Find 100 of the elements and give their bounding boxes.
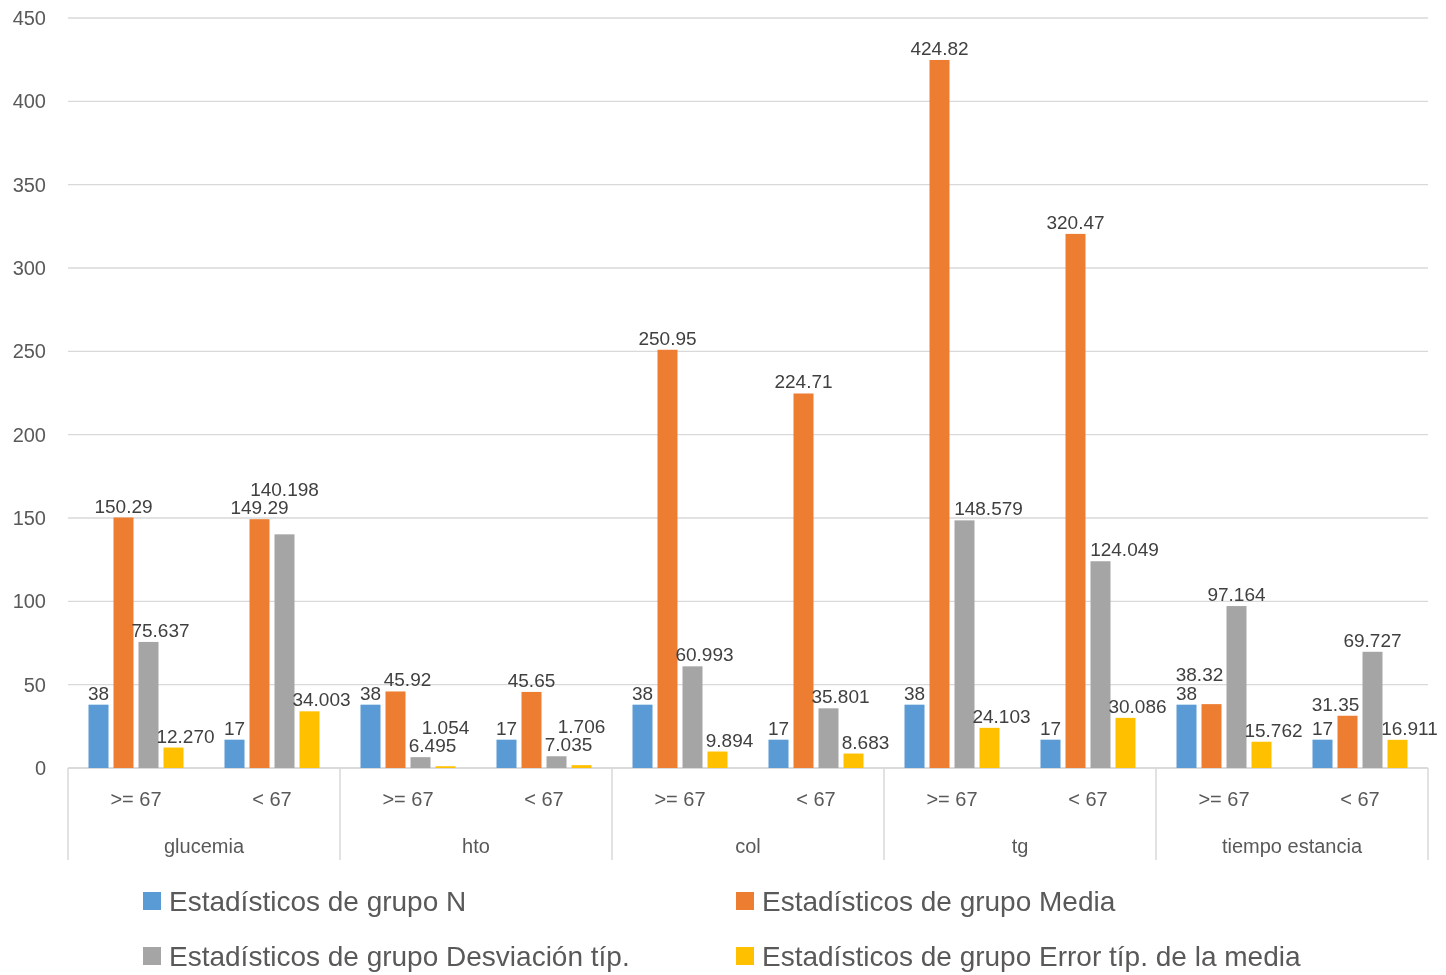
data-label: 124.049 [1090,539,1159,561]
bar [274,534,295,768]
data-label: 16.911 [1381,717,1438,739]
data-label: 97.164 [1207,584,1266,606]
y-tick-label: 250 [12,340,46,363]
bar [1065,233,1086,768]
bar [1312,739,1333,768]
y-tick-label: 450 [12,7,46,29]
data-label: 38 [359,682,382,704]
x-tick-label: < 67 [524,788,564,810]
bar [1362,651,1383,768]
y-tick-label: 100 [12,590,46,613]
x-tick-label: >= 67 [1198,788,1250,810]
text: glucemia [163,835,245,857]
data-label: 30.086 [1108,695,1167,717]
bar [224,739,245,768]
x-tick-label: >= 67 [654,788,706,810]
bar [88,704,109,768]
bar [163,747,184,768]
bar [496,739,517,768]
bar [1226,606,1247,768]
bar [682,666,703,768]
data-label: 38 [87,682,110,704]
bar [1115,717,1136,768]
bar [954,520,975,768]
bar [1251,741,1272,768]
bar [707,751,728,768]
data-label: 34.003 [292,689,351,711]
y-tick-label: 400 [12,90,46,113]
data-label: 17 [495,717,518,739]
bar [1090,561,1111,768]
data-label: 45.65 [507,669,556,691]
bar [1201,704,1222,768]
text: tiempo estancia [1221,835,1363,857]
y-tick-label: 350 [12,173,46,196]
data-label: 15.762 [1244,719,1303,741]
bar [768,739,789,768]
data-label: 424.82 [910,37,969,59]
data-label: 17 [1039,717,1062,739]
bar [410,757,431,768]
bar [249,519,270,768]
data-label: 150.29 [94,495,153,517]
y-tick-label: 200 [12,423,46,446]
bar [571,765,592,768]
data-label: 38 [903,682,926,704]
x-tick-label: < 67 [796,788,836,810]
bar [793,393,814,768]
legend-label: Estadísticos de grupo Media [762,886,1116,917]
bar [1176,704,1197,768]
y-tick-label: 0 [34,757,46,779]
x-tick-label: < 67 [252,788,292,810]
y-tick-label: 150 [12,507,46,529]
bar [546,756,567,768]
data-label: 8.683 [841,731,890,753]
bar [657,349,678,768]
data-label: 69.727 [1343,629,1402,651]
x-tick-label: >= 67 [110,788,162,810]
x-tick-label: >= 67 [926,788,978,810]
data-label: 24.103 [972,705,1031,727]
bar [138,641,159,768]
bar [521,691,542,768]
data-label: 38 [631,682,654,704]
y-tick-label: 50 [23,673,46,696]
bar [818,708,839,768]
legend-label: Estadísticos de grupo Error típ. de la media [762,941,1301,972]
legend-label: Estadísticos de grupo Desviación típ. [169,941,630,972]
data-label: 224.71 [774,371,833,393]
bar [385,691,406,768]
x-tick-label: >= 67 [382,788,434,810]
bar [632,704,653,768]
text: col [735,835,761,857]
data-label: 320.47 [1046,211,1105,233]
data-label: 17 [767,717,790,739]
legend-label: Estadísticos de grupo N [169,886,467,917]
bar [979,727,1000,768]
bar [1337,715,1358,768]
data-label: 148.579 [954,498,1023,520]
text: tg [1011,835,1029,857]
bar [843,753,864,768]
bar [299,711,320,768]
bar [929,59,950,768]
data-label: 250.95 [638,327,697,349]
bar [360,704,381,768]
y-tick-label: 300 [12,257,46,279]
data-label: 17 [1311,717,1334,739]
data-label: 140.198 [250,478,319,500]
bar [904,704,925,768]
data-label: 9.894 [705,729,754,751]
data-label: 31.35 [1311,693,1360,715]
x-tick-label: < 67 [1068,788,1108,810]
data-label: 6.495 [408,735,457,757]
data-label: 17 [223,717,246,739]
data-label: 12.270 [156,725,215,747]
data-label: 149.29 [230,497,289,519]
bar [1387,739,1408,768]
text: hto [462,835,490,857]
data-label: 45.92 [383,669,432,691]
data-label: 1.054 [421,716,470,738]
x-tick-label: < 67 [1340,788,1380,810]
bar [113,517,134,768]
